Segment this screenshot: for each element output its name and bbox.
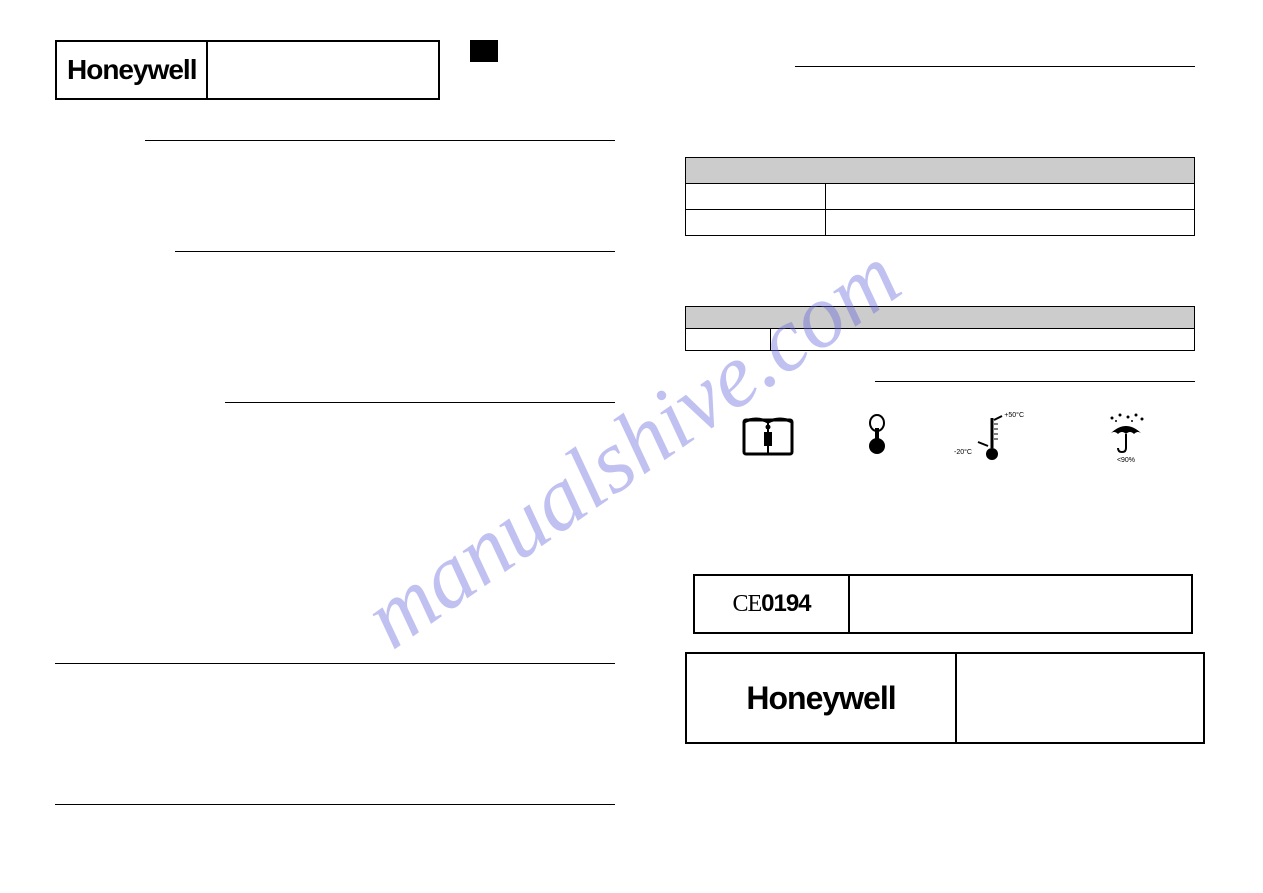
left-column: Honeywell — [55, 40, 615, 825]
temperature-range-icon: +50°C -20°C — [960, 414, 1030, 462]
table-cell — [826, 210, 1195, 236]
section-rule-2 — [55, 804, 615, 805]
right-column: +50°C -20°C <90% CE0194 — [675, 40, 1208, 825]
table-cell — [686, 184, 826, 210]
brand-logo: Honeywell — [67, 54, 196, 85]
humidity-label: <90% — [1104, 457, 1148, 464]
manual-info-icon — [742, 414, 794, 463]
table-header-row — [686, 307, 1195, 329]
table-row — [686, 184, 1195, 210]
spec-table-1 — [685, 157, 1195, 236]
manufacturer-logo-cell: Honeywell — [687, 654, 957, 742]
storage-icons-row: +50°C -20°C <90% — [705, 412, 1185, 464]
brand-box-empty — [208, 42, 438, 98]
keep-dry-icon: <90% — [1104, 412, 1148, 464]
section-rule-1 — [55, 663, 615, 664]
table-cell — [686, 210, 826, 236]
subtitle-rule-2 — [225, 402, 615, 403]
brand-box: Honeywell — [55, 40, 440, 100]
ce-mark: CE0194 — [732, 590, 810, 618]
table-row — [686, 329, 1195, 351]
table-cell — [771, 329, 1195, 351]
brand-cell: Honeywell — [57, 42, 208, 98]
spec-table-2 — [685, 306, 1195, 351]
ce-mark-box: CE0194 — [693, 574, 1193, 634]
table-header-cell — [686, 307, 1195, 329]
fragile-icon — [868, 414, 886, 463]
manufacturer-info-cell — [957, 654, 1203, 742]
table-cell — [686, 329, 771, 351]
brand-logo-large: Honeywell — [746, 680, 895, 717]
table-header-cell — [686, 158, 1195, 184]
right-section-rule — [875, 381, 1195, 382]
title-rule — [145, 140, 615, 141]
table-cell — [826, 184, 1195, 210]
manufacturer-box: Honeywell — [685, 652, 1205, 744]
ce-mark-cell: CE0194 — [695, 576, 850, 632]
temp-high-label: +50°C — [1004, 412, 1024, 419]
language-badge — [470, 40, 498, 62]
table-row — [686, 210, 1195, 236]
document-page: Honeywell — [0, 0, 1263, 865]
ce-info-cell — [850, 576, 1191, 632]
temp-low-label: -20°C — [954, 449, 972, 456]
table-header-row — [686, 158, 1195, 184]
right-title-rule — [795, 66, 1195, 67]
subtitle-rule-1 — [175, 251, 615, 252]
